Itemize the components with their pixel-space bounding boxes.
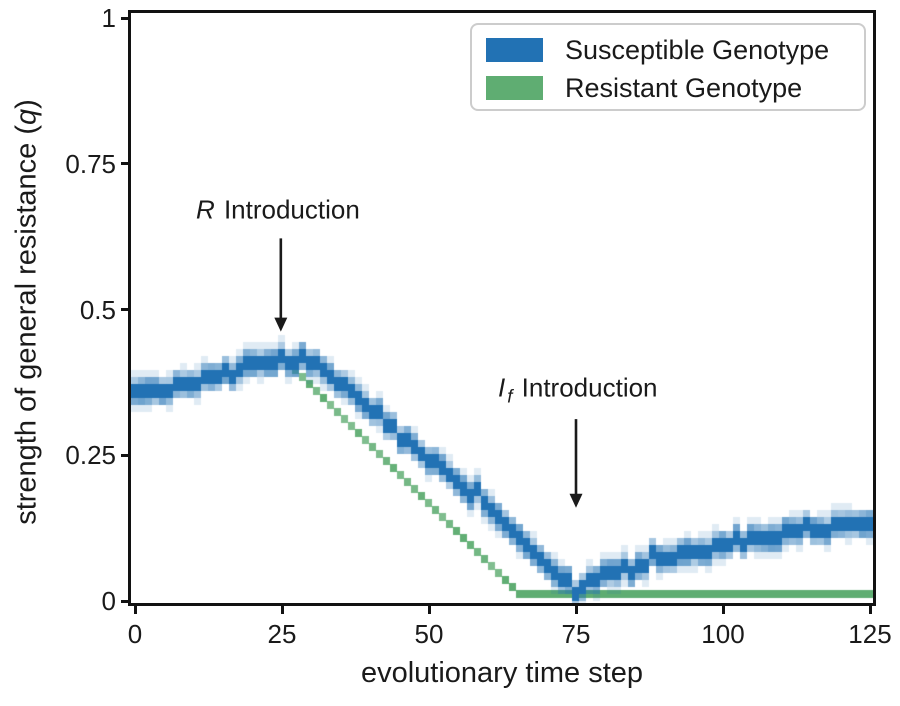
y-tick-label: 0 [101, 586, 116, 616]
y-axis-label-italic-q: q [10, 108, 43, 126]
y-tick-mark [121, 599, 130, 603]
x-tick-mark [574, 605, 578, 614]
x-tick-label: 75 [561, 619, 591, 649]
annotation-if-text: Introduction [514, 372, 658, 403]
legend-label-resistant: Resistant Genotype [565, 72, 803, 103]
x-tick-label: 25 [267, 619, 297, 649]
legend-item-susceptible: Susceptible Genotype [486, 31, 864, 69]
y-tick-mark [121, 453, 130, 457]
legend: Susceptible Genotype Resistant Genotype [470, 23, 866, 111]
y-tick-label: 0.75 [65, 148, 116, 179]
y-tick-label: 1 [101, 3, 116, 33]
y-tick-mark [121, 16, 130, 20]
annotation-r-text: Introduction [216, 194, 360, 225]
legend-swatch-susceptible [486, 38, 543, 62]
y-tick-mark [121, 308, 130, 311]
legend-label-susceptible: Susceptible Genotype [565, 34, 830, 65]
y-axis-label-suffix: ) [10, 99, 43, 109]
annotation-r-introduction: R Introduction [196, 195, 360, 226]
x-tick-mark [133, 605, 137, 614]
legend-item-resistant: Resistant Genotype [486, 69, 864, 107]
density-plot-canvas [131, 13, 873, 603]
y-tick-label: 0.5 [79, 294, 116, 325]
x-tick-mark [721, 605, 725, 614]
x-tick-mark [868, 605, 872, 614]
legend-swatch-resistant [486, 76, 543, 100]
x-tick-mark [280, 605, 284, 614]
y-tick-label: 0.25 [65, 440, 116, 471]
x-tick-label: 100 [701, 619, 745, 649]
annotation-if-subscript: f [507, 385, 513, 407]
x-tick-label: 125 [848, 619, 892, 649]
y-tick-mark [121, 162, 130, 166]
annotation-if-italic: I [497, 372, 506, 403]
x-axis-label: evolutionary time step [360, 657, 644, 689]
annotation-r-italic: R [195, 194, 215, 225]
x-tick-label: 0 [127, 619, 143, 649]
x-tick-label: 50 [414, 619, 444, 649]
x-tick-mark [427, 605, 431, 614]
